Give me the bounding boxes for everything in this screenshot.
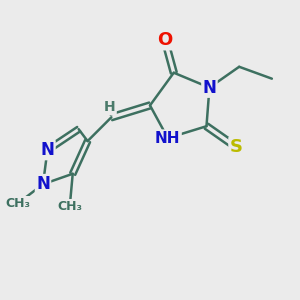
Text: N: N (40, 141, 54, 159)
Text: N: N (202, 79, 216, 97)
Text: CH₃: CH₃ (5, 197, 30, 210)
Text: H: H (104, 100, 116, 114)
Text: S: S (230, 138, 243, 156)
Text: NH: NH (155, 130, 181, 146)
Text: CH₃: CH₃ (57, 200, 82, 213)
Text: N: N (36, 175, 50, 193)
Text: O: O (157, 31, 172, 49)
